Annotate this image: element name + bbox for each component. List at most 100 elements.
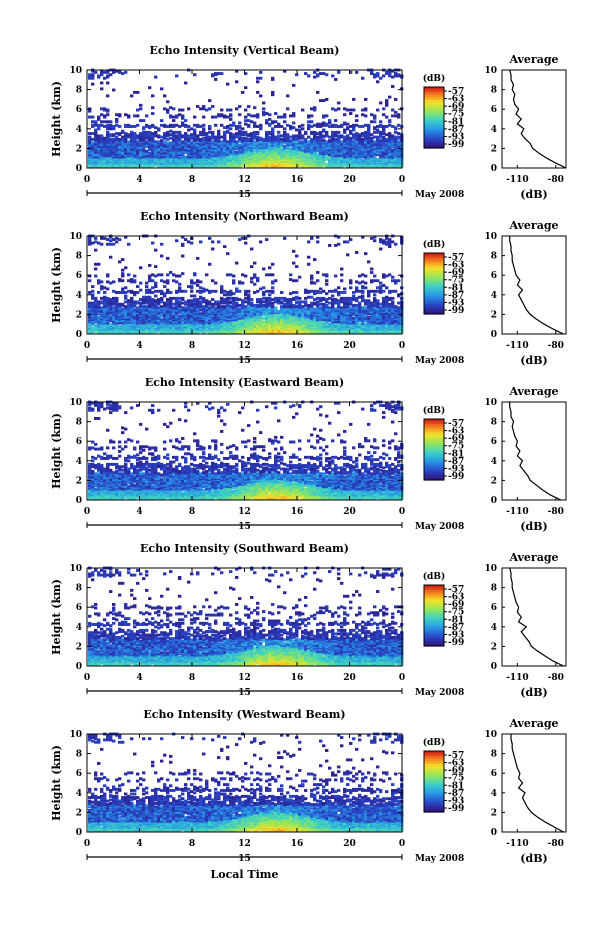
profile-x-axis-label: (dB) (520, 852, 547, 865)
profile-y-tick-label: 10 (484, 564, 497, 574)
profile-y-tick-label: 10 (484, 730, 497, 740)
colorbar-tick-label: -75 (448, 110, 464, 120)
y-tick-label: 4 (76, 125, 82, 135)
y-tick-label: 0 (76, 662, 82, 672)
x-tick-label: 0 (399, 341, 405, 351)
colorbar-tick-label: -81 (448, 615, 464, 625)
colorbar-title: (dB) (423, 405, 445, 416)
x-tick-label: 20 (343, 839, 356, 849)
profile-frame (501, 733, 567, 833)
colorbar-tick-label: -81 (448, 449, 464, 459)
y-tick-label: 10 (69, 564, 82, 574)
colorbar-frame (423, 252, 445, 315)
panel-title: Echo Intensity (Northward Beam) (140, 210, 349, 223)
y-axis-label: Height (km) (50, 247, 63, 323)
colorbar-tick-label: -69 (448, 766, 464, 776)
colorbar-tick-label: -93 (448, 298, 464, 308)
colorbar-frame (423, 750, 445, 813)
date-month-label: May 2008 (415, 190, 464, 200)
panel-3: Echo Intensity (Eastward Beam) 0 2 4 6 8 10 0 4 8… (50, 376, 567, 533)
colorbar-tick-label: -63 (448, 95, 464, 105)
date-day-label: 15 (238, 356, 251, 366)
x-tick-label: 12 (238, 341, 251, 351)
colorbar-title: (dB) (423, 571, 445, 582)
profile-y-tick-label: 4 (491, 291, 497, 301)
heatmap (88, 68, 404, 168)
profile-line (510, 734, 564, 833)
colorbar-tick-label: -93 (448, 796, 464, 806)
y-tick-label: 6 (76, 769, 82, 779)
profile-x-tick-label: -110 (506, 839, 529, 849)
colorbar-tick-label: -87 (448, 789, 464, 799)
colorbar-tick-label: -57 (448, 419, 464, 429)
average-profile: Average 0 2 4 6 8 10 -110 -80(dB) (484, 717, 567, 865)
colorbar-tick-label: -69 (448, 434, 464, 444)
x-tick-label: 0 (399, 673, 405, 683)
profile-y-tick-label: 0 (491, 496, 497, 506)
panel-title: Echo Intensity (Southward Beam) (140, 542, 349, 555)
profile-y-tick-label: 10 (484, 66, 497, 76)
colorbar-tick-label: -81 (448, 781, 464, 791)
profile-x-axis-label: (dB) (520, 520, 547, 533)
colorbar-tick-label: -87 (448, 623, 464, 633)
colorbar-tick-label: -87 (448, 457, 464, 467)
colorbar-tick-label: -93 (448, 630, 464, 640)
x-tick-label: 8 (189, 507, 195, 517)
profile-x-tick-label: -110 (506, 673, 529, 683)
date-month-label: May 2008 (415, 356, 464, 366)
profile-y-tick-label: 0 (491, 828, 497, 838)
y-tick-label: 8 (76, 86, 82, 96)
profile-y-tick-label: 6 (491, 437, 497, 447)
colorbar-tick-label: -57 (448, 751, 464, 761)
profile-x-tick-label: -80 (548, 175, 564, 185)
profile-y-tick-label: 2 (491, 808, 497, 818)
y-tick-label: 2 (76, 476, 82, 486)
profile-frame (501, 401, 567, 501)
x-tick-label: 8 (189, 673, 195, 683)
profile-frame (501, 235, 567, 335)
date-day-label: 15 (238, 854, 251, 864)
y-tick-label: 2 (76, 642, 82, 652)
panel-4: Echo Intensity (Southward Beam) 0 2 4 6 8 10 0 4… (50, 542, 567, 699)
profile-x-tick-label: -80 (548, 839, 564, 849)
average-profile: Average 0 2 4 6 8 10 -110 -80(dB) (484, 551, 567, 699)
profile-y-tick-label: 2 (491, 310, 497, 320)
y-tick-label: 10 (69, 730, 82, 740)
profile-title: Average (508, 219, 558, 232)
colorbar-tick-label: -69 (448, 600, 464, 610)
x-tick-label: 20 (343, 673, 356, 683)
colorbar: (dB)-57-63-69-75-81-87-93-99 (423, 571, 464, 648)
x-tick-label: 8 (189, 839, 195, 849)
heatmap (88, 732, 404, 832)
colorbar-tick-label: -57 (448, 87, 464, 97)
y-tick-label: 0 (76, 330, 82, 340)
panel-title: Echo Intensity (Eastward Beam) (145, 376, 344, 389)
profile-x-tick-label: -110 (506, 175, 529, 185)
y-tick-label: 4 (76, 789, 82, 799)
average-profile: Average 0 2 4 6 8 10 -110 -80(dB) (484, 385, 567, 533)
heatmap (88, 234, 404, 334)
colorbar-tick-label: -57 (448, 253, 464, 263)
x-tick-label: 4 (136, 839, 142, 849)
x-tick-label: 20 (343, 507, 356, 517)
x-tick-label: 12 (238, 673, 251, 683)
heatmap (88, 566, 404, 666)
y-tick-label: 10 (69, 232, 82, 242)
profile-y-tick-label: 6 (491, 769, 497, 779)
y-tick-label: 2 (76, 144, 82, 154)
profile-y-tick-label: 4 (491, 457, 497, 467)
colorbar-tick-label: -81 (448, 283, 464, 293)
x-tick-label: 20 (343, 175, 356, 185)
average-profile: Average 0 2 4 6 8 10 -110 -80(dB) (484, 219, 567, 367)
profile-y-tick-label: 10 (484, 232, 497, 242)
date-month-label: May 2008 (415, 688, 464, 698)
profile-y-tick-label: 0 (491, 662, 497, 672)
profile-y-tick-label: 8 (491, 86, 497, 96)
x-tick-label: 16 (291, 175, 304, 185)
profile-x-axis-label: (dB) (520, 686, 547, 699)
profile-y-tick-label: 6 (491, 603, 497, 613)
x-tick-label: 4 (136, 175, 142, 185)
x-tick-label: 12 (238, 839, 251, 849)
date-month-label: May 2008 (415, 522, 464, 532)
date-day-label: 15 (238, 688, 251, 698)
